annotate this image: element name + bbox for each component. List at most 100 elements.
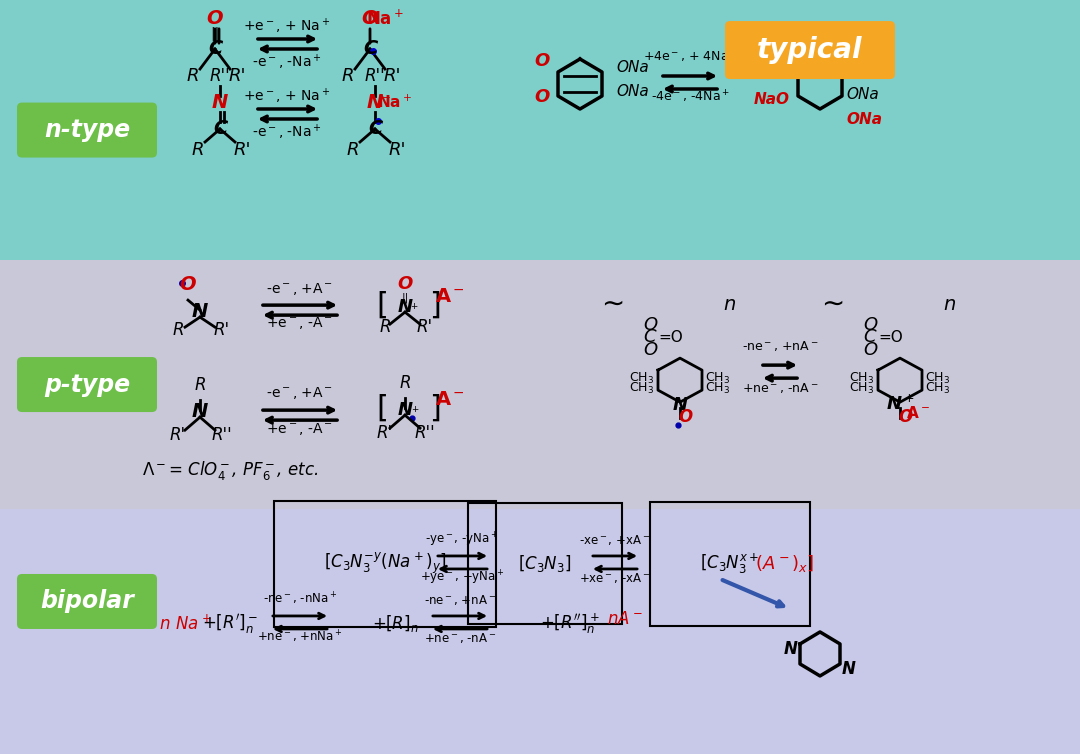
Text: R': R' [388, 141, 406, 159]
Text: NaO: NaO [754, 92, 789, 107]
Text: $^-$: $^-$ [379, 94, 391, 109]
Text: ||: || [211, 26, 219, 41]
Text: $^+$: $^+$ [410, 405, 420, 418]
Text: $\Lambda^-$= ClO$_4^-$, PF$_6^-$, etc.: $\Lambda^-$= ClO$_4^-$, PF$_6^-$, etc. [141, 459, 319, 482]
Text: bipolar: bipolar [40, 590, 134, 614]
Text: $^+$: $^+$ [409, 302, 419, 315]
Text: Na$^+$: Na$^+$ [366, 9, 404, 29]
Text: $+[R^\prime]^-_n$: $+[R^\prime]^-_n$ [202, 612, 258, 636]
Text: O: O [897, 408, 913, 426]
Text: R': R' [377, 425, 393, 442]
Text: O: O [362, 10, 378, 29]
Text: $\sim$: $\sim$ [816, 288, 843, 316]
Text: A$^-$: A$^-$ [435, 390, 465, 409]
Text: O: O [179, 275, 197, 294]
Text: R': R' [233, 141, 251, 159]
Text: ONa: ONa [846, 112, 882, 127]
Text: $nA^-$: $nA^-$ [607, 610, 643, 628]
Text: $\sim$: $\sim$ [596, 288, 624, 316]
Text: -ye$^-$, -yNa$^+$: -ye$^-$, -yNa$^+$ [426, 531, 499, 550]
Text: O: O [535, 88, 550, 106]
Text: R: R [400, 374, 410, 392]
Text: +e$^-$, + Na$^+$: +e$^-$, + Na$^+$ [243, 87, 330, 106]
Text: O: O [678, 408, 692, 426]
Text: R'': R'' [365, 67, 386, 85]
Text: -e$^-$, -Na$^+$: -e$^-$, -Na$^+$ [252, 122, 322, 142]
Text: +4e$^-$, + 4Na$^+$: +4e$^-$, + 4Na$^+$ [643, 49, 738, 66]
Text: -e$^-$, -Na$^+$: -e$^-$, -Na$^+$ [252, 52, 322, 72]
Text: R'': R'' [210, 67, 230, 85]
Text: $n$ $Na^+$: $n$ $Na^+$ [159, 615, 212, 633]
Text: -ne$^-$, -nNa$^+$: -ne$^-$, -nNa$^+$ [262, 591, 337, 608]
Text: ONa: ONa [846, 87, 879, 102]
Text: R': R' [228, 67, 246, 85]
FancyBboxPatch shape [725, 21, 895, 79]
Text: N: N [367, 93, 383, 112]
Text: R: R [379, 318, 391, 336]
Text: -ne$^-$, +nA$^-$: -ne$^-$, +nA$^-$ [742, 339, 819, 353]
Text: O: O [206, 10, 224, 29]
Text: O: O [397, 275, 413, 293]
Text: -e$^-$, +A$^-$: -e$^-$, +A$^-$ [267, 281, 334, 297]
Text: ONa: ONa [616, 60, 649, 75]
Text: R': R' [383, 67, 401, 85]
Text: CH$_3$: CH$_3$ [926, 381, 950, 397]
Text: N$^+$: N$^+$ [886, 395, 915, 414]
FancyBboxPatch shape [17, 103, 157, 158]
FancyBboxPatch shape [0, 509, 1080, 754]
Text: R: R [172, 321, 184, 339]
Text: CH$_3$: CH$_3$ [926, 371, 950, 386]
Text: -e$^-$, +A$^-$: -e$^-$, +A$^-$ [267, 385, 334, 401]
FancyBboxPatch shape [0, 260, 1080, 509]
Text: R: R [194, 376, 206, 394]
Text: R: R [341, 67, 354, 85]
Text: R: R [187, 67, 199, 85]
Text: C: C [644, 328, 657, 346]
Text: [: [ [376, 394, 388, 423]
Text: $+[R]_n$: $+[R]_n$ [372, 614, 418, 634]
Text: +e$^-$, -A$^-$: +e$^-$, -A$^-$ [267, 315, 334, 331]
FancyBboxPatch shape [17, 357, 157, 412]
Text: N: N [212, 93, 228, 112]
Text: $n$: $n$ [724, 295, 737, 314]
Text: N: N [192, 402, 208, 421]
Text: +ne$^-$, -nA$^-$: +ne$^-$, -nA$^-$ [742, 381, 819, 395]
Text: CH$_3$: CH$_3$ [850, 371, 875, 386]
Text: R: R [347, 141, 360, 159]
Text: R': R' [214, 321, 230, 339]
Text: ]: ] [429, 394, 441, 423]
Text: =O: =O [878, 330, 903, 345]
Text: O: O [643, 341, 657, 359]
Text: O: O [643, 316, 657, 334]
Text: $[C_3N_3]$: $[C_3N_3]$ [518, 553, 571, 575]
Text: ONa: ONa [616, 84, 649, 99]
Text: C: C [213, 119, 227, 139]
Text: -ne$^-$, +nA$^-$: -ne$^-$, +nA$^-$ [424, 593, 496, 607]
FancyBboxPatch shape [17, 574, 157, 629]
Text: CH$_3$: CH$_3$ [705, 381, 730, 397]
Text: $n$: $n$ [944, 295, 957, 314]
Text: C: C [363, 39, 377, 59]
Text: C: C [864, 328, 876, 346]
Text: +ne$^-$, -nA$^-$: +ne$^-$, -nA$^-$ [424, 631, 496, 645]
Text: N: N [192, 302, 208, 321]
Text: [: [ [376, 290, 388, 320]
Text: O: O [863, 341, 877, 359]
FancyBboxPatch shape [0, 0, 1080, 260]
Text: C: C [207, 39, 222, 59]
Text: +ye$^-$, +yNa$^+$: +ye$^-$, +yNa$^+$ [420, 569, 504, 587]
Text: R: R [192, 141, 204, 159]
Text: N: N [673, 396, 688, 414]
Text: -4e$^-$, -4Na$^+$: -4e$^-$, -4Na$^+$ [650, 89, 729, 106]
Text: typical: typical [757, 36, 863, 64]
Text: n-type: n-type [44, 118, 130, 142]
Text: ONa: ONa [846, 37, 879, 52]
Text: N: N [397, 401, 413, 419]
Text: O: O [863, 316, 877, 334]
Text: A$^-$: A$^-$ [435, 287, 465, 306]
Text: O: O [535, 52, 550, 70]
Text: +e$^-$, -A$^-$: +e$^-$, -A$^-$ [267, 421, 334, 437]
Text: +ne$^-$, +nNa$^+$: +ne$^-$, +nNa$^+$ [257, 629, 342, 645]
Text: C: C [368, 119, 382, 139]
Text: =O: =O [658, 330, 683, 345]
